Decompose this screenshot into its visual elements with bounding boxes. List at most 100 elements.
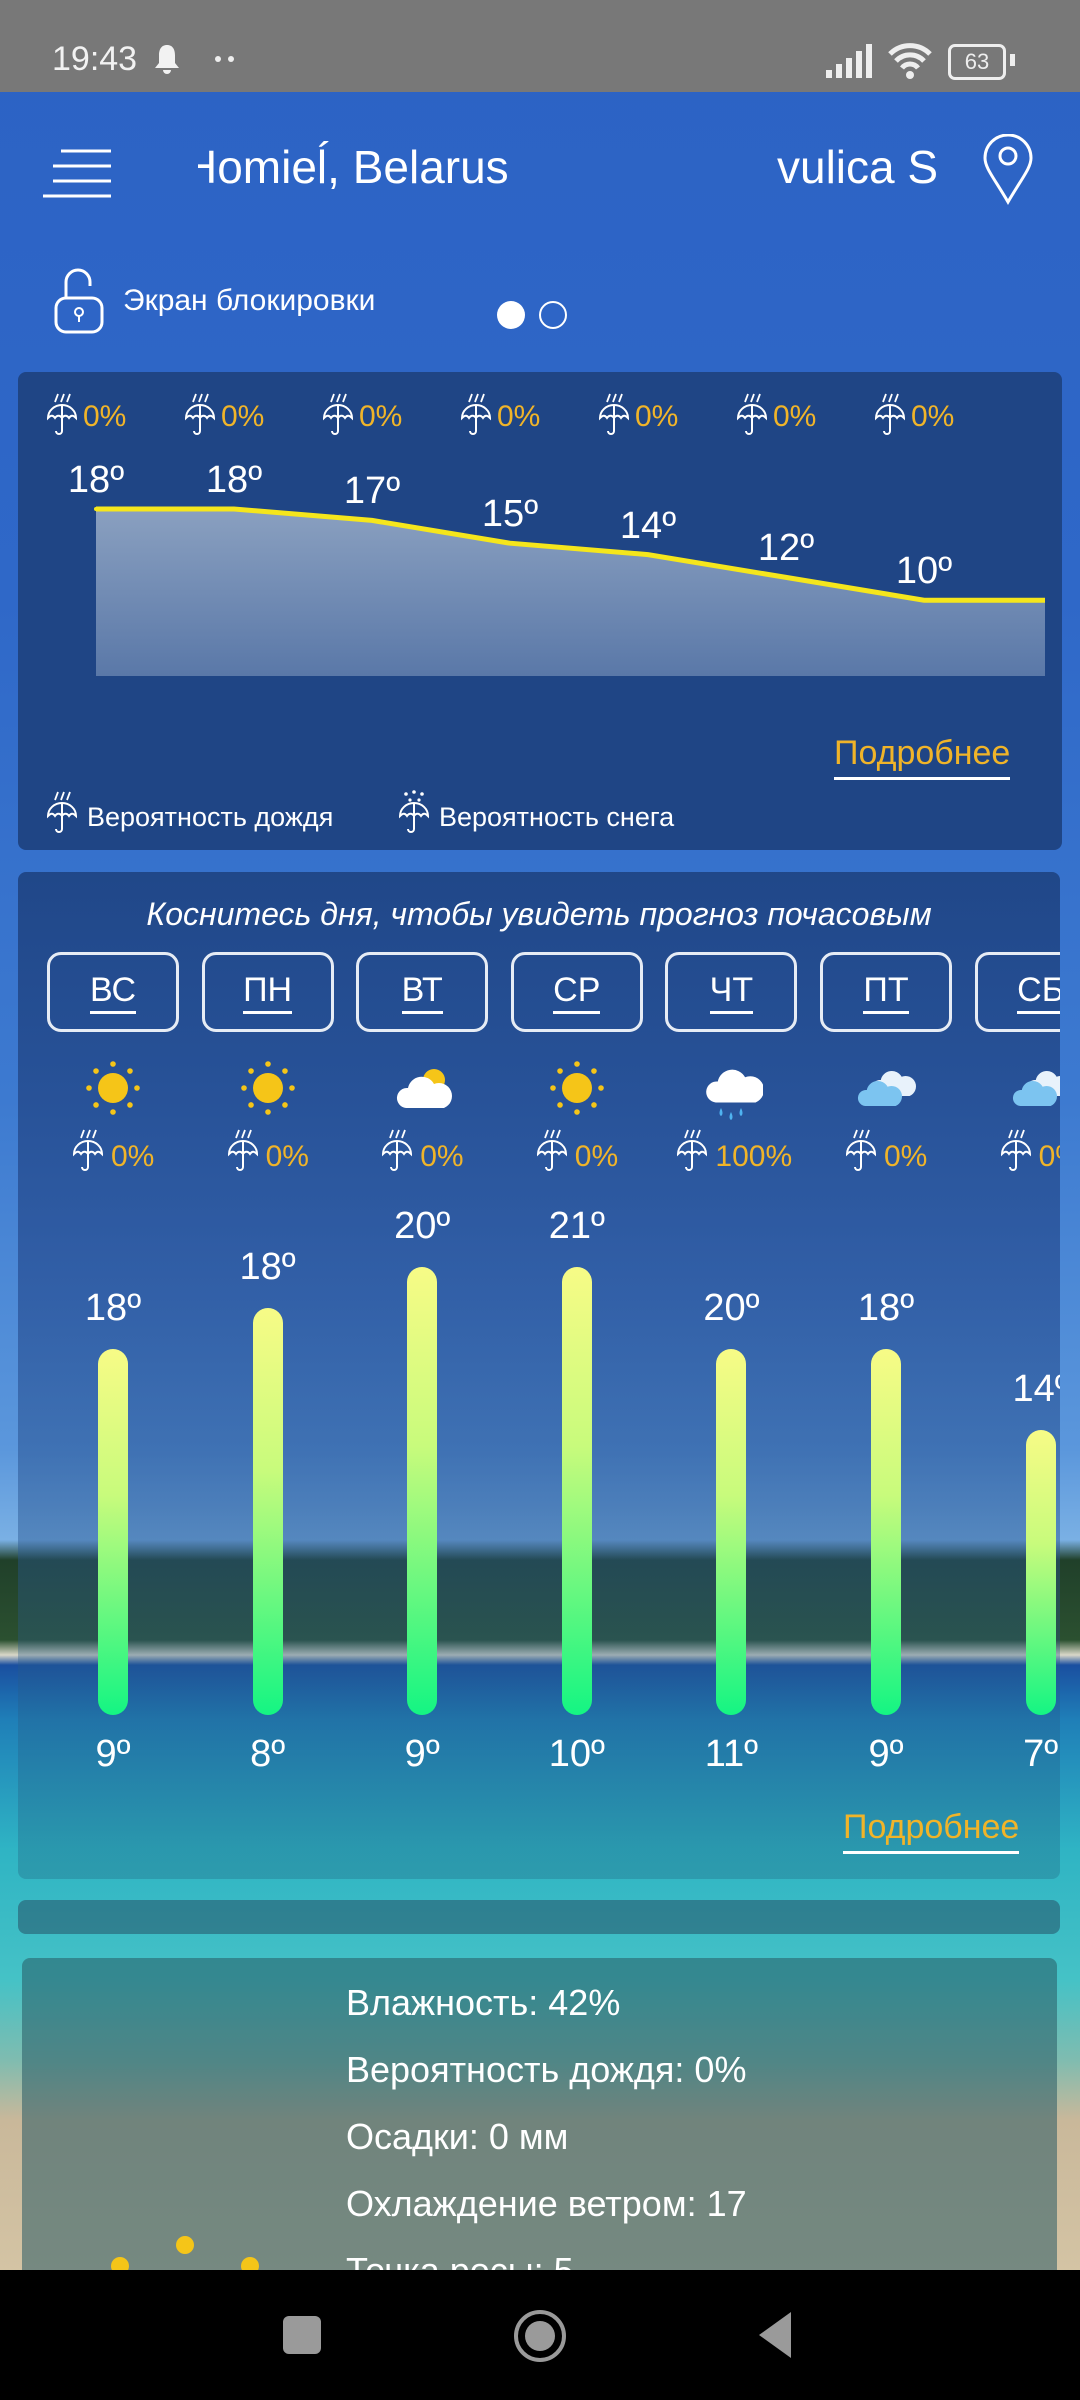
day-precip-value: 0%: [884, 1140, 928, 1173]
location-title[interactable]: Homieĺ, Belarus: [198, 141, 509, 193]
hourly-precip-value: 0%: [221, 400, 265, 433]
location-pin-icon[interactable]: [980, 134, 1036, 206]
day-low-temp: 7º: [1023, 1733, 1059, 1775]
rain-umbrella-icon: [69, 1128, 107, 1177]
page-dot[interactable]: [539, 301, 567, 329]
hourly-precip-value: 0%: [83, 400, 127, 433]
back-button[interactable]: [755, 2310, 795, 2360]
temp-point: [784, 575, 788, 580]
daily-more-link[interactable]: Подробнее: [843, 1808, 1020, 1854]
day-low-temp: 9º: [95, 1733, 131, 1775]
battery-tip: [1010, 54, 1015, 66]
day-tab-4[interactable]: ЧТ: [665, 952, 798, 1032]
rain-umbrella-icon: [319, 392, 357, 441]
unlock-icon[interactable]: [52, 264, 106, 336]
recents-button[interactable]: [283, 2316, 321, 2354]
rain-umbrella-icon: [224, 1128, 262, 1177]
day-tab-6[interactable]: СБ: [974, 952, 1060, 1032]
day-low-temp: 11º: [704, 1733, 759, 1775]
temp-range-bar: [716, 1348, 747, 1715]
legend-snow: Вероятность снега: [439, 802, 675, 832]
street-name[interactable]: vulica S: [777, 141, 937, 193]
day-high-temp: 18º: [239, 1246, 296, 1288]
day-name: ЧТ: [709, 971, 754, 1014]
rain-umbrella-icon: [457, 392, 495, 441]
temp-point: [94, 507, 98, 511]
hourly-temp-label: 14º: [619, 504, 677, 547]
hourly-temp-label: 18º: [205, 459, 263, 501]
bell-icon: [155, 45, 179, 74]
day-tab-3[interactable]: СР: [510, 952, 643, 1032]
collapsed-card: [18, 1900, 1060, 1934]
legend-rain: Вероятность дождя: [87, 802, 334, 832]
temp-point: [922, 598, 926, 603]
battery-icon: 63: [948, 44, 1006, 80]
menu-icon[interactable]: [43, 148, 113, 200]
lock-screen-label[interactable]: Экран блокировки: [123, 284, 376, 317]
day-tab-1[interactable]: ПН: [201, 952, 334, 1032]
day-tab-0[interactable]: ВС: [47, 952, 179, 1032]
rain-umbrella-icon: [181, 392, 219, 441]
signal-icon: [826, 44, 872, 78]
day-high-temp: 20º: [394, 1205, 451, 1248]
temp-line: [96, 506, 1045, 603]
temp-range-bar: [561, 1267, 592, 1715]
snow-umbrella-icon: [395, 790, 433, 839]
day-name: ПН: [243, 971, 293, 1014]
temp-point: [646, 552, 650, 557]
day-precip-value: 100%: [715, 1140, 793, 1173]
navigation-bar: [0, 2270, 1080, 2400]
hourly-precip-value: 0%: [773, 400, 817, 433]
day-precip-value: 0%: [265, 1140, 309, 1173]
dots-icon: [215, 56, 234, 62]
temp-point: [508, 541, 512, 546]
day-tab-5[interactable]: ПТ: [820, 952, 952, 1032]
temp-point: [370, 518, 374, 523]
day-low-temp: 8º: [250, 1733, 286, 1775]
hourly-temp-label: 18º: [67, 459, 125, 501]
day-name: ВС: [89, 971, 137, 1014]
temp-range-bar: [407, 1267, 438, 1715]
hourly-forecast-card[interactable]: 0% 0% 0% 0% 0% 0% 0% 18º 18º 17º 15º 14º 12º 10º Под…: [18, 372, 1062, 850]
day-name: ПТ: [863, 971, 909, 1014]
weather-clouds-icon: [854, 1056, 918, 1120]
wifi-icon: [888, 43, 932, 79]
page-dot-active[interactable]: [497, 301, 525, 329]
daily-forecast-card[interactable]: Коснитесь дня, чтобы увидеть прогноз поч…: [18, 872, 1060, 1879]
temp-point: [232, 507, 236, 511]
day-low-temp: 9º: [868, 1733, 904, 1775]
weather-sun-icon: [545, 1056, 609, 1120]
day-low-temp: 10º: [548, 1733, 605, 1775]
rain-umbrella-icon: [378, 1128, 416, 1177]
rain-umbrella-icon: [842, 1128, 880, 1177]
temp-range-bar: [98, 1348, 128, 1715]
day-high-temp: 14º: [1012, 1368, 1060, 1411]
temp-range-bar: [1025, 1430, 1056, 1715]
home-button[interactable]: [512, 2308, 568, 2364]
weather-cloud-rain-icon: [699, 1056, 765, 1120]
temp-range-bar: [252, 1308, 283, 1715]
detail-line: Влажность: 42%: [346, 1982, 621, 2023]
rain-umbrella-icon: [673, 1128, 711, 1177]
weather-sun-icon: [81, 1056, 145, 1120]
day-high-temp: 21º: [548, 1205, 605, 1248]
hourly-precip-value: 0%: [635, 400, 679, 433]
hourly-more-link[interactable]: Подробнее: [834, 734, 1011, 780]
day-name: ВТ: [401, 971, 443, 1014]
battery-level: 63: [964, 49, 990, 74]
rain-umbrella-icon: [533, 1128, 571, 1177]
hourly-temp-label: 17º: [343, 470, 401, 513]
temp-area: [96, 509, 1045, 676]
day-precip-value: 0%: [420, 1140, 464, 1173]
day-tab-2[interactable]: ВТ: [356, 952, 489, 1032]
detail-line: Охлаждение ветром: 17: [346, 2183, 747, 2224]
day-high-temp: 20º: [703, 1286, 760, 1329]
daily-hint: Коснитесь дня, чтобы увидеть прогноз поч…: [146, 896, 932, 932]
temp-range-bar: [871, 1348, 901, 1715]
hourly-precip-value: 0%: [911, 400, 955, 433]
status-bar: 19:43 63: [0, 0, 1080, 92]
weather-clouds-icon: [1009, 1056, 1060, 1120]
day-precip-value: 0%: [111, 1140, 155, 1173]
rain-umbrella-icon: [997, 1128, 1035, 1177]
status-time: 19:43: [52, 40, 138, 78]
